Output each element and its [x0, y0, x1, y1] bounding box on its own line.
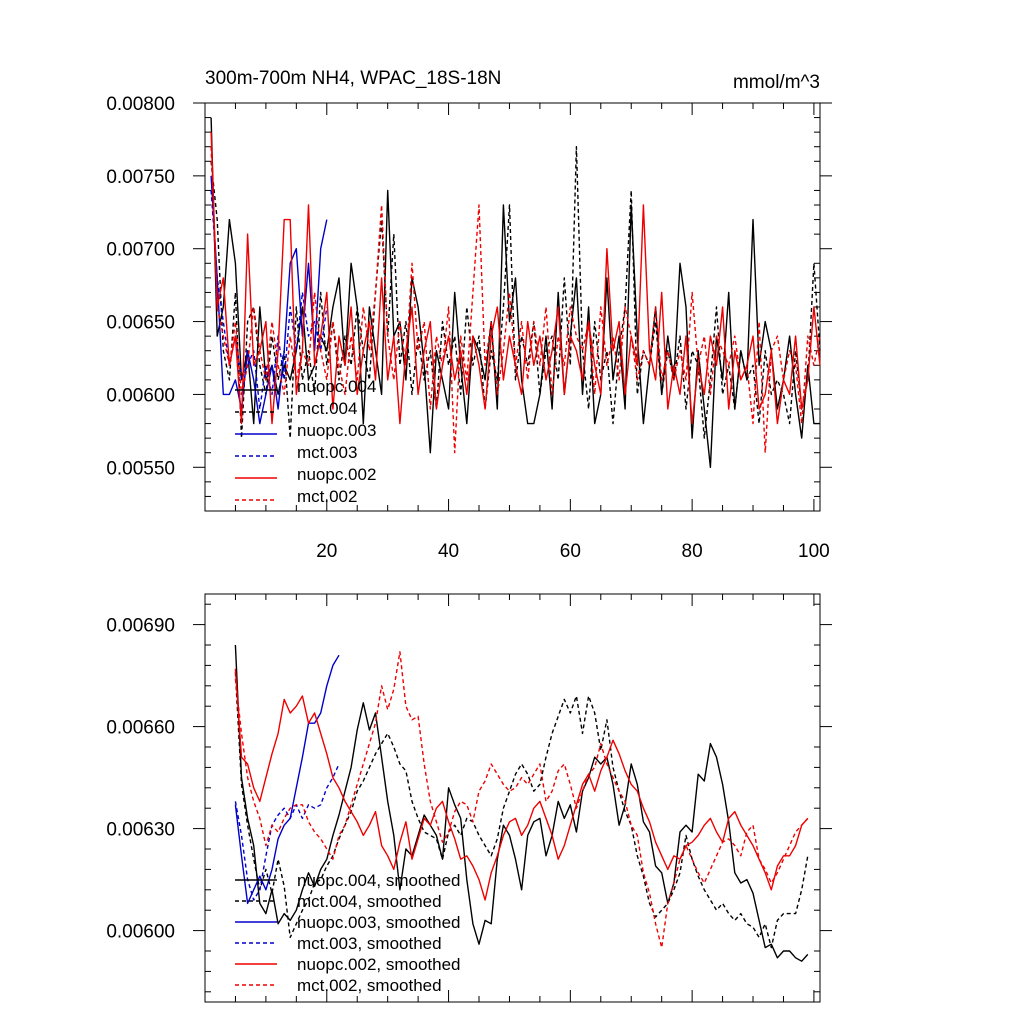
legend-label: nuopc.002, smoothed — [297, 955, 461, 974]
top-panel: 300m-700m NH4, WPAC_18S-18N mmol/m^3 20 … — [106, 68, 832, 562]
legend-label: mct.002 — [297, 487, 357, 506]
legend: nuopc.004 mct.004 nuopc.003 mct.003 nuop… — [235, 377, 376, 506]
legend-label: mct.004, smoothed — [297, 892, 442, 911]
y-tick-label: 0.00600 — [106, 385, 175, 406]
x-tick-label: 40 — [438, 541, 459, 562]
legend-label: nuopc.004 — [297, 377, 376, 396]
legend-label: mct.003 — [297, 443, 357, 462]
legend: nuopc.004, smoothed mct.004, smoothed nu… — [235, 871, 461, 995]
y-tick-label: 0.00600 — [106, 922, 175, 943]
x-tick-label: 20 — [316, 541, 337, 562]
tick-marks — [193, 102, 832, 512]
legend-label: mct.004 — [297, 399, 357, 418]
bottom-panel: 0.00600 0.00630 0.00660 0.00690 nuopc.00… — [106, 593, 832, 1003]
x-tick-label: 80 — [682, 541, 703, 562]
tick-marks — [193, 594, 832, 1002]
y-tick-label: 0.00700 — [106, 240, 175, 261]
series-line-nuopc-004-smoothed — [234, 644, 809, 962]
y-tick-label: 0.00550 — [106, 458, 175, 479]
y-tick-label: 0.00750 — [106, 167, 175, 188]
legend-label: mct.002, smoothed — [297, 976, 442, 995]
legend-label: nuopc.003, smoothed — [297, 913, 461, 932]
x-tick-label: 60 — [560, 541, 581, 562]
series-line-mct-002 — [210, 146, 821, 454]
y-tick-label: 0.00630 — [106, 820, 175, 841]
y-tick-label: 0.00660 — [106, 718, 175, 739]
y-tick-label: 0.00690 — [106, 616, 175, 637]
x-tick-label: 100 — [798, 541, 830, 562]
units-label: mmol/m^3 — [733, 72, 820, 93]
chart-title: 300m-700m NH4, WPAC_18S-18N — [205, 68, 501, 89]
series-line-mct-004 — [210, 145, 821, 439]
series-lines — [210, 117, 821, 468]
legend-label: nuopc.003 — [297, 421, 376, 440]
plot-area-frame — [204, 593, 821, 1003]
series-line-mct-004-smoothed — [234, 672, 809, 949]
y-tick-label: 0.00650 — [106, 313, 175, 334]
series-line-mct-003-smoothed — [234, 763, 340, 901]
legend-label: nuopc.002 — [297, 465, 376, 484]
series-line-nuopc-002-smoothed — [234, 668, 809, 901]
series-lines — [234, 644, 809, 962]
y-tick-label: 0.00800 — [106, 94, 175, 115]
legend-label: nuopc.004, smoothed — [297, 871, 461, 890]
legend-label: mct.003, smoothed — [297, 934, 442, 953]
series-line-mct-002-smoothed — [234, 651, 809, 949]
series-line-nuopc-003-smoothed — [234, 654, 340, 905]
